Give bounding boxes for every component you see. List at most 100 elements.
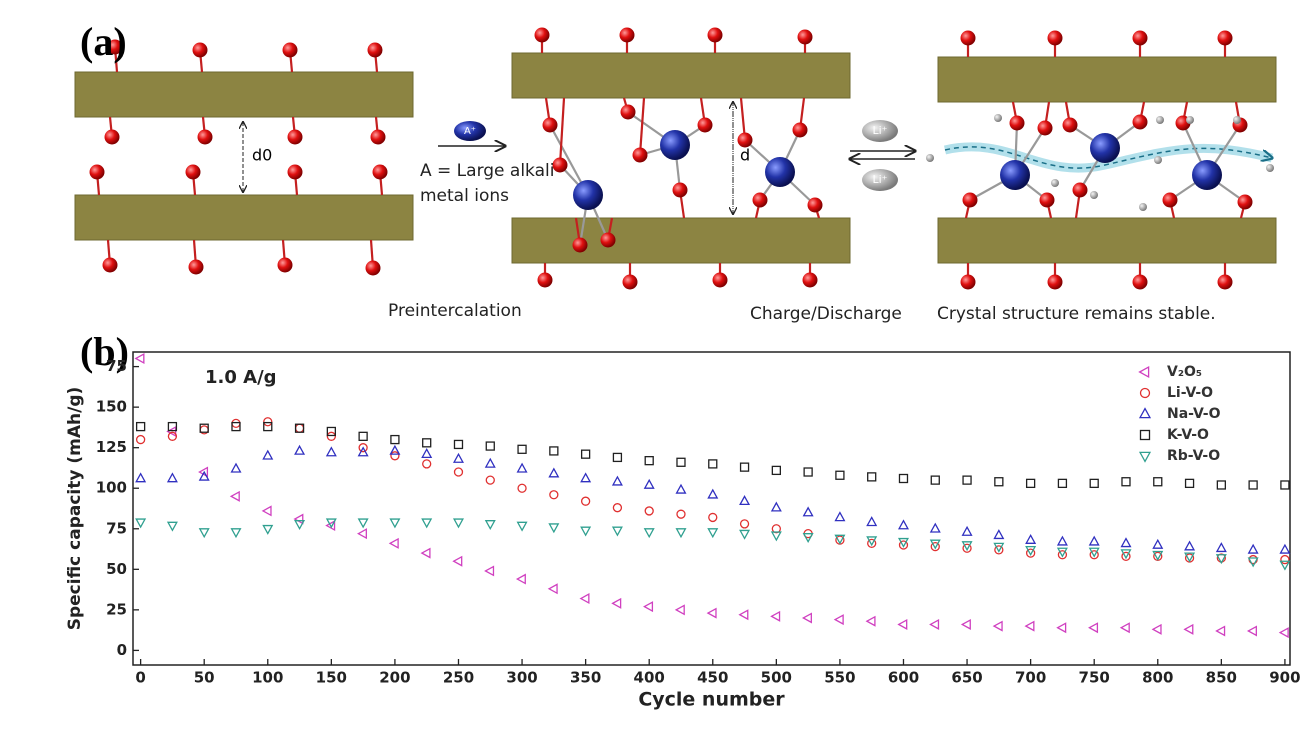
data-point — [1025, 548, 1036, 558]
data-point — [771, 465, 781, 476]
data-point — [1025, 533, 1037, 544]
annotation: 1.0 A/g — [205, 367, 277, 388]
atom — [632, 147, 648, 163]
spacing-label: d0 — [252, 146, 272, 165]
data-point — [897, 537, 909, 548]
data-point — [1278, 627, 1289, 639]
data-point — [517, 483, 527, 493]
atom — [802, 272, 818, 288]
data-point — [834, 511, 846, 522]
atom — [365, 260, 381, 276]
atom — [572, 237, 588, 253]
data-point — [1215, 554, 1227, 565]
data-point — [676, 509, 686, 519]
data-point — [294, 444, 306, 455]
data-point — [770, 501, 782, 512]
data-point — [739, 519, 750, 529]
atom — [1072, 182, 1088, 198]
data-point — [706, 607, 717, 619]
data-point — [961, 541, 973, 552]
data-point — [675, 483, 687, 494]
y-tick-label: 100 — [96, 479, 127, 497]
data-point — [1121, 551, 1131, 561]
data-point — [1215, 542, 1227, 553]
atom — [1233, 116, 1241, 124]
atom — [712, 272, 728, 288]
atom — [1062, 117, 1078, 133]
data-point — [452, 518, 464, 529]
y-tick-label: 25 — [106, 600, 127, 618]
x-tick-label: 200 — [379, 669, 410, 687]
legend-label: Na-V-O — [1167, 406, 1221, 422]
atom — [1266, 164, 1274, 172]
data-point — [1025, 546, 1037, 557]
data-point — [1056, 547, 1068, 558]
data-point — [388, 537, 399, 549]
data-point — [676, 457, 686, 467]
data-point — [325, 520, 336, 532]
data-point — [1025, 478, 1036, 489]
data-point — [294, 423, 305, 433]
atom — [797, 29, 813, 45]
atom — [1217, 274, 1233, 290]
data-point — [229, 490, 240, 502]
data-point — [1247, 557, 1259, 568]
data-point — [834, 534, 846, 545]
data-point — [1216, 480, 1226, 490]
data-point — [643, 478, 655, 489]
atom — [660, 130, 690, 160]
data-point — [421, 518, 433, 529]
data-point — [960, 618, 971, 630]
data-point — [390, 451, 400, 461]
data-point — [739, 529, 751, 540]
data-point — [325, 518, 337, 529]
x-tick-label: 350 — [570, 669, 601, 687]
data-point — [484, 565, 495, 577]
data-point — [198, 470, 210, 481]
data-point — [230, 528, 242, 539]
atom — [672, 182, 688, 198]
data-point — [358, 431, 368, 441]
ion-note: metal ions — [420, 186, 509, 206]
data-point — [389, 444, 401, 455]
data-point — [389, 518, 401, 529]
data-point — [356, 528, 367, 540]
data-point — [867, 472, 877, 482]
data-point — [262, 449, 274, 460]
data-point — [484, 520, 496, 531]
data-point — [992, 620, 1003, 632]
data-point — [422, 438, 432, 448]
data-point — [962, 543, 972, 553]
ion-icon — [862, 120, 898, 142]
atom — [765, 157, 795, 187]
data-point — [898, 473, 909, 484]
data-point — [263, 421, 273, 432]
data-point — [135, 472, 147, 483]
data-point — [1151, 623, 1162, 635]
data-point — [1279, 560, 1291, 571]
data-point — [516, 462, 528, 473]
data-point — [1057, 478, 1068, 489]
ion-label: Li⁺ — [873, 124, 888, 137]
data-point — [549, 490, 559, 500]
y-tick-label: 125 — [96, 438, 127, 456]
data-point — [1152, 550, 1164, 561]
data-point — [1088, 535, 1100, 546]
legend-marker — [1138, 365, 1150, 379]
atom — [697, 117, 713, 133]
layer — [511, 217, 851, 264]
data-point — [835, 470, 845, 480]
atom — [197, 129, 213, 145]
plot-frame — [132, 351, 1291, 666]
data-point — [1120, 537, 1132, 548]
data-point — [261, 505, 272, 517]
data-point — [1119, 622, 1130, 634]
atom — [552, 157, 568, 173]
x-tick-label: 0 — [135, 669, 145, 687]
x-tick-label: 600 — [888, 669, 919, 687]
panel-label: (a) — [80, 19, 127, 64]
chart: 0 50 100 150 200 250 300 350 400 450 500 550 600 650 7… — [65, 351, 1301, 711]
legend-marker — [1139, 429, 1151, 441]
caption: Preintercalation — [388, 301, 522, 321]
data-point — [867, 538, 877, 549]
